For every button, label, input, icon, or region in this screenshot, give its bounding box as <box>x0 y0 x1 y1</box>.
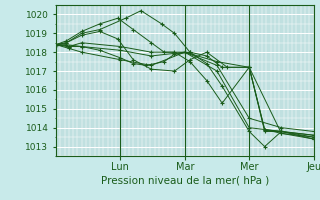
X-axis label: Pression niveau de la mer( hPa ): Pression niveau de la mer( hPa ) <box>101 176 269 186</box>
